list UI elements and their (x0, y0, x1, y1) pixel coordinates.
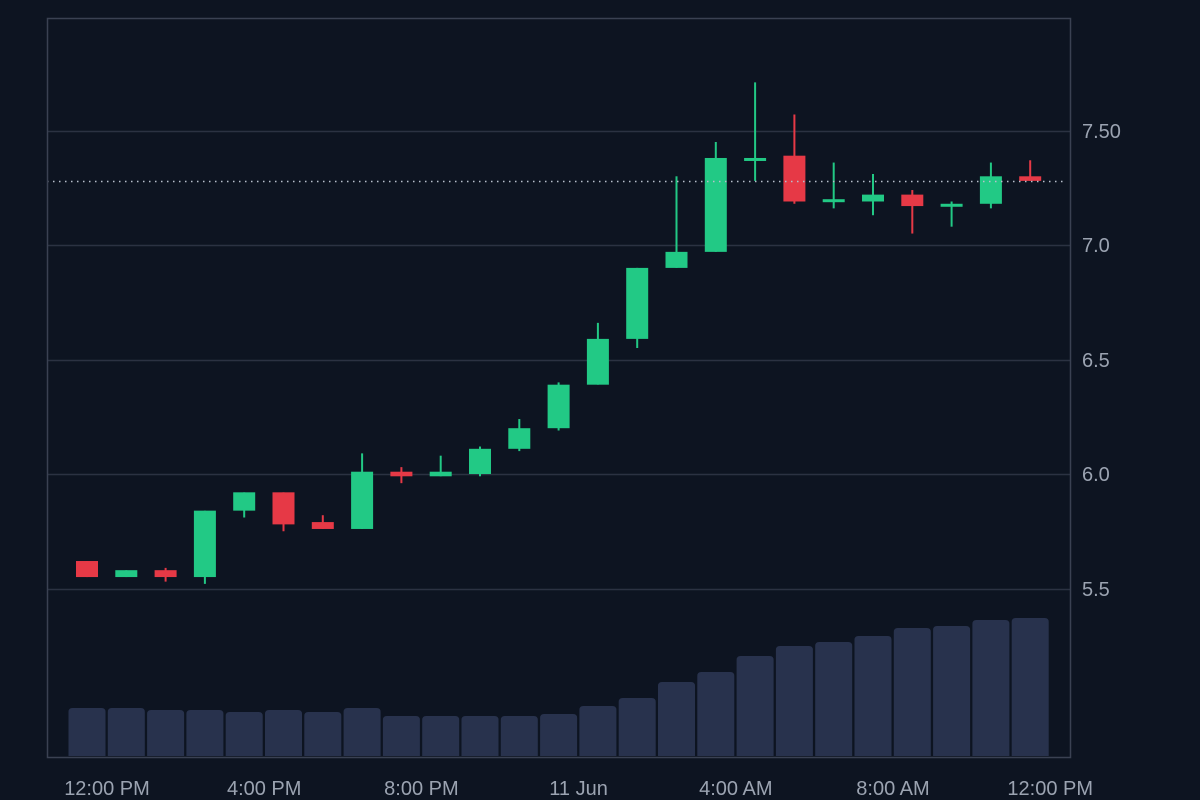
candle-body (351, 471, 374, 529)
candle-body (429, 471, 452, 477)
candle-body (940, 203, 963, 207)
volume-bar (736, 656, 774, 756)
candle-up (233, 492, 256, 518)
candle-up (547, 382, 570, 431)
volume-bar (815, 642, 853, 756)
plot-frame (46, 17, 1072, 759)
y-tick-label: 7.50 (1082, 121, 1121, 143)
candle-up (626, 267, 649, 349)
candle-body (547, 384, 570, 429)
volume-bar (854, 636, 892, 756)
volume-bar (343, 708, 381, 756)
volume-bar (147, 710, 185, 756)
candle-up (665, 176, 688, 268)
volume-bar (186, 710, 224, 756)
volume-bar (1011, 618, 1049, 756)
candle-body (311, 522, 334, 529)
volume-bar (422, 716, 460, 756)
candle-layer (76, 82, 1042, 584)
candle-body (469, 448, 491, 474)
x-tick-label: 12:00 PM (64, 778, 150, 800)
y-tick-label: 6.0 (1082, 464, 1110, 486)
x-tick-label: 8:00 PM (384, 778, 458, 800)
candle-up (822, 162, 845, 209)
candle-body (979, 176, 1002, 204)
candle-body (822, 199, 845, 203)
volume-bar (461, 716, 499, 756)
volume-bar (500, 716, 538, 756)
candle-up (744, 82, 767, 181)
y-tick-label: 5.5 (1082, 579, 1110, 601)
candle-body (154, 570, 177, 578)
volume-bar (540, 714, 578, 756)
candle-up (586, 322, 609, 385)
candle-body (233, 492, 256, 511)
candle-body (508, 428, 531, 449)
volume-bar (697, 672, 735, 756)
y-tick-label: 6.5 (1082, 350, 1110, 372)
x-tick-label: 8:00 AM (856, 778, 929, 800)
candle-up (508, 419, 531, 452)
volume-bar (382, 716, 420, 756)
candle-up (862, 174, 884, 216)
candle-down (901, 190, 924, 234)
y-tick-label: 7.0 (1082, 235, 1110, 257)
candle-up (704, 141, 727, 252)
candle-up (469, 446, 491, 477)
candle-down (311, 515, 334, 529)
candle-body (704, 157, 727, 252)
candle-down (390, 467, 413, 484)
candle-body (626, 267, 649, 339)
candle-body (1019, 176, 1042, 181)
candle-up (351, 453, 374, 529)
x-tick-label: 11 Jun (549, 778, 608, 800)
volume-layer (68, 618, 1049, 756)
volume-bar (107, 708, 145, 756)
candle-body (901, 194, 924, 207)
x-tick-label: 4:00 PM (227, 778, 301, 800)
volume-bar (304, 712, 342, 756)
volume-bar (579, 706, 617, 756)
candle-up (115, 570, 138, 578)
candle-up (940, 201, 963, 227)
candle-body (115, 570, 138, 578)
candle-body (862, 194, 884, 202)
candle-body (193, 510, 216, 578)
y-axis: 5.5 6.0 6.5 7.0 7.50 (1082, 121, 1121, 601)
grid-layer (47, 130, 1071, 591)
candle-up (429, 455, 452, 477)
candle-body (665, 251, 688, 268)
candle-down (272, 492, 295, 532)
volume-bar (68, 708, 106, 756)
candle-body (586, 338, 609, 385)
candle-body (272, 492, 295, 525)
candle-down (1019, 160, 1042, 181)
candle-down (154, 567, 177, 582)
candle-up (193, 510, 216, 584)
volume-bar (265, 710, 302, 756)
volume-bar (893, 628, 931, 756)
candle-up (979, 162, 1002, 209)
volume-bar (618, 698, 656, 756)
volume-bar (972, 620, 1010, 756)
volume-bar (775, 646, 813, 756)
plot-border (46, 17, 1072, 759)
volume-bar (933, 626, 971, 756)
x-tick-label: 4:00 AM (699, 778, 772, 800)
candle-body (744, 157, 767, 161)
candle-body (783, 155, 806, 202)
candle-down (783, 114, 806, 204)
candle-body (76, 561, 98, 578)
volume-bar (658, 682, 695, 756)
candle-body (390, 471, 413, 477)
x-axis: 12:00 PM 4:00 PM 8:00 PM 11 Jun 4:00 AM 8:00 … (64, 778, 1093, 800)
x-tick-label: 12:00 PM (1007, 778, 1093, 800)
volume-bar (225, 712, 263, 756)
candle-down (76, 561, 98, 578)
